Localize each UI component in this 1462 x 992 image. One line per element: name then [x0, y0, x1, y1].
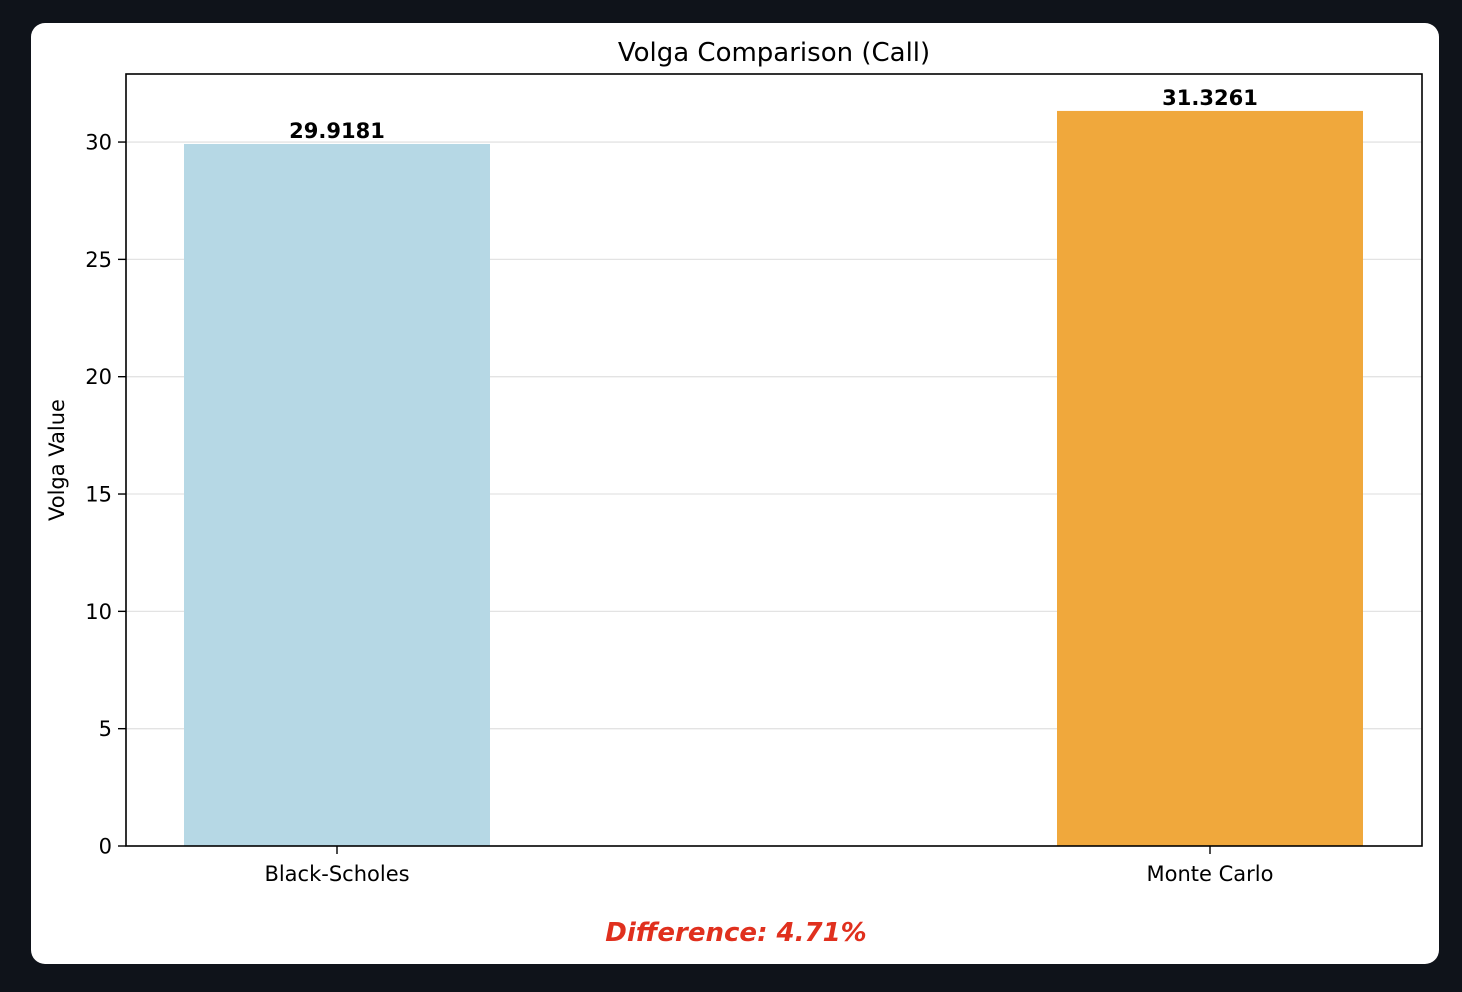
x-tick-label-1: Monte Carlo	[1147, 862, 1274, 886]
y-tick-label-1: 5	[99, 717, 112, 741]
y-tick-label-0: 0	[99, 835, 112, 859]
y-tick-label-5: 25	[85, 248, 112, 272]
y-axis-ticks: 0 5 10 15 20 25 30	[85, 131, 126, 859]
difference-annotation: Difference: 4.71%	[605, 918, 866, 948]
y-tick-label-4: 20	[85, 365, 112, 389]
x-tick-label-0: Black-Scholes	[264, 862, 409, 886]
bars	[184, 110, 1363, 846]
y-tick-label-3: 15	[85, 483, 112, 507]
y-tick-label-6: 30	[85, 131, 112, 155]
bar-black-scholes	[184, 143, 490, 846]
y-axis-label: Volga Value	[45, 399, 69, 521]
chart-title: Volga Comparison (Call)	[618, 38, 930, 68]
y-tick-label-2: 10	[85, 600, 112, 624]
chart-card: Volga Comparison (Call) 29.9181 31.3261 0…	[31, 23, 1439, 964]
bar-value-label-0: 29.9181	[289, 119, 385, 143]
bar-value-label-1: 31.3261	[1162, 86, 1258, 110]
x-axis-ticks: Black-Scholes Monte Carlo	[264, 846, 1273, 886]
bar-value-labels: 29.9181 31.3261	[289, 86, 1258, 143]
plot-frame	[125, 73, 1423, 847]
bar-monte-carlo	[1057, 110, 1363, 846]
volga-bar-chart: Volga Comparison (Call) 29.9181 31.3261 0…	[45, 38, 1423, 948]
